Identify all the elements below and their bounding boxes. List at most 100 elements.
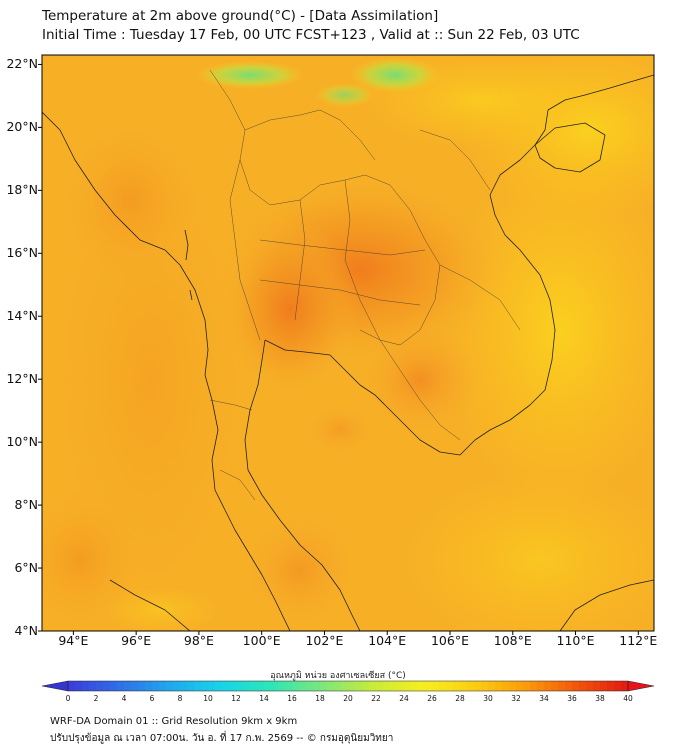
lon-label: 94°E [58, 633, 89, 648]
lat-label: 18°N [6, 182, 38, 198]
temperature-field [42, 55, 654, 631]
colorbar-cell [187, 681, 195, 691]
colorbar-tick-label: 10 [203, 694, 213, 703]
colorbar-cell [292, 681, 300, 691]
lon-label: 110°E [556, 633, 595, 648]
colorbar-cell [194, 681, 202, 691]
colorbar-cell [523, 681, 531, 691]
colorbar-cell [257, 681, 265, 691]
sumatra-coast [109, 579, 191, 631]
colorbar-cell [593, 681, 601, 691]
colorbar-cell [481, 681, 489, 691]
colorbar-cell [173, 681, 181, 691]
colorbar-cell [82, 681, 90, 691]
lon-label: 102°E [305, 633, 344, 648]
colorbar-cell [467, 681, 475, 691]
lat-label: 20°N [6, 119, 38, 135]
colorbar-cell [271, 681, 279, 691]
lat-label: 12°N [6, 371, 38, 387]
colorbar-cell [75, 681, 83, 691]
colorbar-cell [411, 681, 419, 691]
colorbar-cell [334, 681, 342, 691]
coastline-north [547, 74, 654, 111]
lat-label: 22°N [6, 56, 38, 72]
colorbar-cell [474, 681, 482, 691]
lat-label: 14°N [6, 308, 38, 324]
colorbar-cell [131, 681, 139, 691]
colorbar-cell [68, 681, 76, 691]
lat-label: 6°N [14, 560, 38, 576]
colorbar-cell [313, 681, 321, 691]
colorbar-tick-label: 4 [121, 694, 127, 703]
coastline-west [42, 111, 291, 631]
lat-label: 16°N [6, 245, 38, 261]
colorbar-cell [418, 681, 426, 691]
colorbar-cell [124, 681, 132, 691]
colorbar-cell [341, 681, 349, 691]
borneo-coast [559, 579, 654, 631]
colorbar-cell [229, 681, 237, 691]
colorbar-cell [383, 681, 391, 691]
colorbar-cell [495, 681, 503, 691]
lon-label: 96°E [121, 633, 152, 648]
colorbar-cell [488, 681, 496, 691]
colorbar-cell [103, 681, 111, 691]
chart-subtitle: Initial Time : Tuesday 17 Feb, 00 UTC FC… [42, 27, 580, 43]
colorbar-cell [215, 681, 223, 691]
colorbar-tick-label: 24 [399, 694, 409, 703]
colorbar-cell [502, 681, 510, 691]
lon-label: 108°E [493, 633, 532, 648]
colorbar-cell [607, 681, 615, 691]
colorbar-cell [432, 681, 440, 691]
chart-title: Temperature at 2m above ground(°C) - [Da… [42, 8, 439, 24]
colorbar-cell [530, 681, 538, 691]
colorbar-cell [89, 681, 97, 691]
colorbar-tick-label: 14 [259, 694, 269, 703]
lat-label: 8°N [14, 497, 38, 513]
colorbar-cell [348, 681, 356, 691]
lon-label: 100°E [242, 633, 281, 648]
lon-label: 106°E [430, 633, 469, 648]
colorbar-tick-label: 6 [149, 694, 155, 703]
colorbar-cell [299, 681, 307, 691]
colorbar-tick-label: 12 [231, 694, 241, 703]
colorbar-cell [166, 681, 174, 691]
colorbar-cell [180, 681, 188, 691]
lon-label: 98°E [183, 633, 214, 648]
colorbar-cell [558, 681, 566, 691]
colorbar-cell [250, 681, 258, 691]
colorbar-cell [96, 681, 104, 691]
colorbar-cell [390, 681, 398, 691]
colorbar-cell [425, 681, 433, 691]
colorbar-tick-label: 2 [93, 694, 99, 703]
colorbar-cell [460, 681, 468, 691]
colorbar-tick-label: 40 [623, 694, 633, 703]
colorbar [41, 680, 655, 692]
colorbar-cell [138, 681, 146, 691]
colorbar-tick-label: 34 [539, 694, 549, 703]
colorbar-max-arrow [627, 680, 655, 692]
colorbar-cell [551, 681, 559, 691]
colorbar-cell [565, 681, 573, 691]
coastline-gulf [244, 339, 361, 631]
colorbar-cell [516, 681, 524, 691]
colorbar-tick-label: 8 [177, 694, 183, 703]
colorbar-tick-label: 28 [455, 694, 465, 703]
colorbar-tick-label: 16 [287, 694, 297, 703]
colorbar-cell [201, 681, 209, 691]
colorbar-cell [355, 681, 363, 691]
colorbar-cell [327, 681, 335, 691]
colorbar-cell [145, 681, 153, 691]
colorbar-cell [306, 681, 314, 691]
colorbar-min-arrow [41, 680, 69, 692]
colorbar-cell [243, 681, 251, 691]
colorbar-cell [579, 681, 587, 691]
footer-update-info: ปรับปรุงข้อมูล ณ เวลา 07:00น. วัน อ. ที่… [50, 733, 394, 744]
colorbar-tick-label: 22 [371, 694, 381, 703]
colorbar-cell [446, 681, 454, 691]
colorbar-tick-label: 30 [483, 694, 493, 703]
colorbar-cell [152, 681, 160, 691]
colorbar-tick-label: 18 [315, 694, 325, 703]
colorbar-tick-label: 0 [65, 694, 71, 703]
lon-label: 112°E [619, 633, 658, 648]
